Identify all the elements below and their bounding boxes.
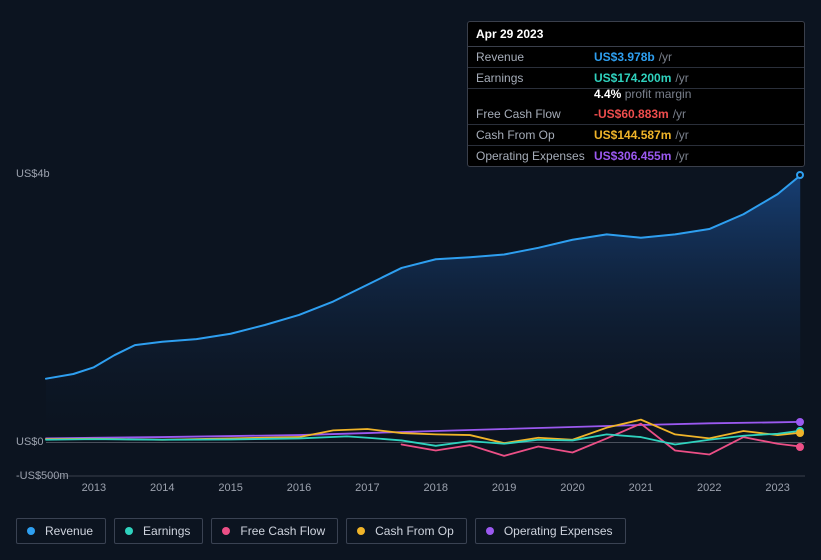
series-end-marker-opex (796, 418, 804, 426)
tooltip-row-earnings: EarningsUS$174.200m/yr (468, 68, 804, 89)
x-axis-tick-label: 2013 (82, 482, 106, 494)
legend-item-earnings[interactable]: Earnings (114, 518, 203, 544)
legend-item-cfo[interactable]: Cash From Op (346, 518, 467, 544)
tooltip-profit-margin: 4.4% profit margin (476, 87, 804, 104)
x-axis-tick-label: 2014 (150, 482, 174, 494)
series-end-marker-fcf (796, 443, 804, 451)
tooltip-row-cfo: Cash From OpUS$144.587m/yr (468, 125, 804, 146)
tooltip-label: Free Cash Flow (476, 107, 594, 121)
x-axis-tick-label: 2021 (629, 482, 653, 494)
y-axis-tick-label: US$0 (16, 436, 44, 448)
chart-plot-area[interactable] (46, 174, 805, 476)
legend-label: Free Cash Flow (240, 524, 325, 538)
y-axis-tick-label: US$4b (16, 168, 50, 180)
legend-dot-icon (222, 527, 230, 535)
legend-item-opex[interactable]: Operating Expenses (475, 518, 626, 544)
tooltip-date: Apr 29 2023 (468, 22, 804, 47)
x-axis-tick-label: 2023 (765, 482, 789, 494)
tooltip-label: Revenue (476, 50, 594, 64)
chart-legend: Revenue Earnings Free Cash Flow Cash From O… (16, 518, 626, 544)
x-axis-tick-label: 2015 (218, 482, 242, 494)
financials-line-chart: US$4b US$0 -US$500m 2013 2014 2015 2016 2017 201… (16, 160, 805, 500)
tooltip-row-revenue: RevenueUS$3.978b/yr (468, 47, 804, 68)
tooltip-label: Earnings (476, 71, 594, 85)
legend-dot-icon (357, 527, 365, 535)
legend-label: Operating Expenses (504, 524, 613, 538)
x-axis-tick-label: 2018 (424, 482, 448, 494)
tooltip-value: US$144.587m (594, 128, 671, 142)
legend-label: Cash From Op (375, 524, 454, 538)
tooltip-row-fcf: Free Cash Flow-US$60.883m/yr (468, 104, 804, 125)
tooltip-unit: /yr (673, 107, 686, 121)
tooltip-unit: /yr (675, 71, 688, 85)
legend-dot-icon (125, 527, 133, 535)
x-axis-tick-label: 2016 (287, 482, 311, 494)
legend-dot-icon (486, 527, 494, 535)
tooltip-value: US$3.978b (594, 50, 655, 64)
x-axis-tick-label: 2019 (492, 482, 516, 494)
chart-tooltip: Apr 29 2023 RevenueUS$3.978b/yrEarningsU… (467, 21, 805, 167)
legend-item-revenue[interactable]: Revenue (16, 518, 106, 544)
series-end-marker-revenue (796, 171, 804, 179)
tooltip-value: -US$60.883m (594, 107, 669, 121)
chart-svg (46, 174, 805, 476)
series-end-marker-cfo (796, 429, 804, 437)
tooltip-unit: /yr (659, 50, 672, 64)
legend-dot-icon (27, 527, 35, 535)
legend-item-fcf[interactable]: Free Cash Flow (211, 518, 338, 544)
x-axis-tick-label: 2017 (355, 482, 379, 494)
x-axis-tick-label: 2020 (560, 482, 584, 494)
y-axis-tick-label: -US$500m (16, 470, 69, 482)
legend-label: Earnings (143, 524, 190, 538)
x-axis-tick-label: 2022 (697, 482, 721, 494)
tooltip-value: US$174.200m (594, 71, 671, 85)
tooltip-rows: RevenueUS$3.978b/yrEarningsUS$174.200m/y… (468, 47, 804, 166)
tooltip-label: Cash From Op (476, 128, 594, 142)
tooltip-unit: /yr (675, 128, 688, 142)
legend-label: Revenue (45, 524, 93, 538)
